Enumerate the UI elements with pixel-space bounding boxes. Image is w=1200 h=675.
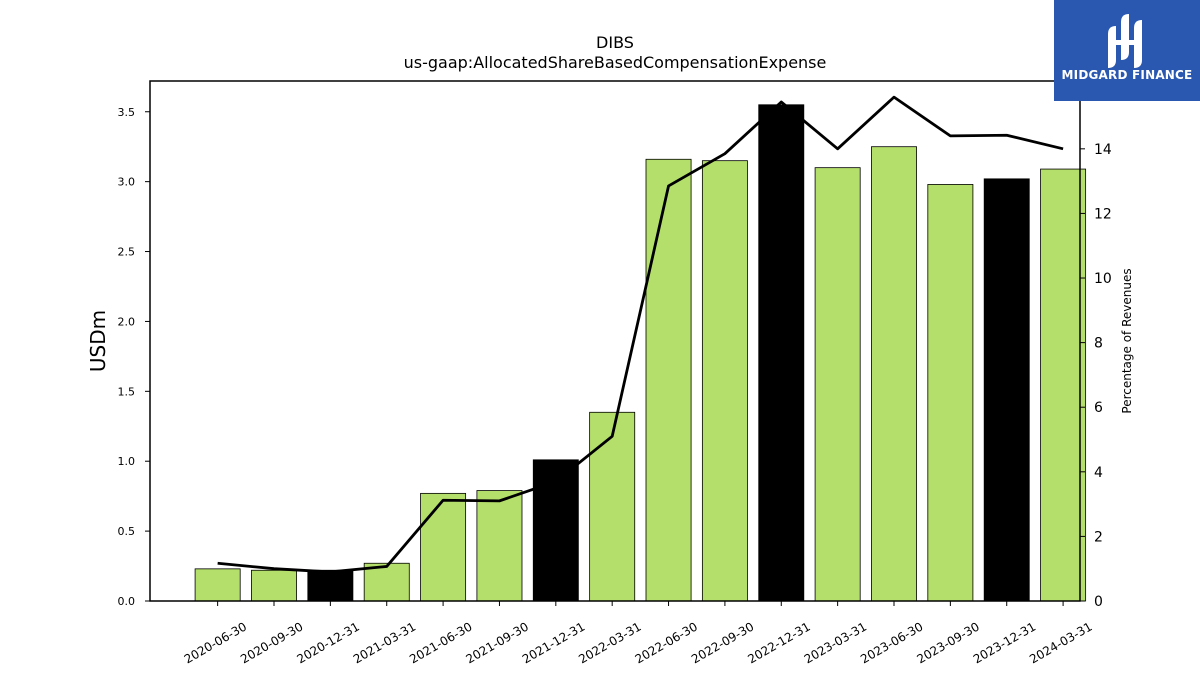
x-tick-label: 2023-03-31	[802, 619, 869, 666]
bar-2022-06-30	[645, 158, 692, 602]
bar-2021-12-31	[532, 459, 579, 602]
y2-tick-label: 6	[1094, 400, 1103, 416]
x-tick-label: 2022-09-30	[689, 619, 756, 666]
x-tick-label: 2020-12-31	[294, 619, 361, 666]
y-tick-label: 2.0	[118, 315, 136, 328]
x-tick-label: 2023-09-30	[914, 619, 981, 666]
y2-tick-label: 14	[1094, 142, 1112, 158]
plot-area: 0.0 0.5 1.0 1.5 2.0 2.5 3.0 3.5 0 2 4 6 8 10 12 14 2020-…	[118, 80, 1112, 666]
chart-title: DIBS	[596, 33, 634, 52]
bar-2023-09-30	[927, 184, 974, 602]
y2-tick-label: 12	[1094, 206, 1112, 222]
y2-tick-label: 0	[1094, 594, 1103, 610]
y-tick-label: 0.0	[118, 595, 136, 608]
x-tick-label: 2022-06-30	[633, 619, 700, 666]
x-tick-label: 2022-03-31	[576, 619, 643, 666]
y-tick-label: 1.0	[118, 455, 136, 468]
y-axis-label: USDm	[86, 310, 110, 372]
bar-2021-09-30	[476, 490, 523, 602]
bar-2023-03-31	[814, 167, 861, 602]
plot-frame	[149, 80, 1081, 602]
bar-2020-12-31	[307, 569, 354, 602]
y-tick-label: 0.5	[118, 525, 136, 538]
bar-2022-09-30	[701, 160, 748, 602]
bar-2023-12-31	[983, 178, 1030, 602]
midgard-logo-icon	[1108, 14, 1142, 68]
x-tick-label: 2023-12-31	[971, 619, 1038, 666]
y2-tick-label: 4	[1094, 465, 1103, 481]
bar-2020-09-30	[251, 569, 297, 602]
y2-tick-label: 10	[1094, 271, 1112, 287]
x-tick-label: 2021-12-31	[520, 619, 587, 666]
y2-axis-label: Percentage of Revenues	[1120, 268, 1134, 413]
y-tick-label: 2.5	[118, 246, 136, 259]
x-tick-label: 2024-03-31	[1027, 619, 1094, 666]
bar-2021-03-31	[363, 562, 410, 602]
brand-name: MIDGARD FINANCE	[1061, 68, 1193, 82]
y2-tick-label: 2	[1094, 529, 1103, 545]
bar-2023-06-30	[871, 146, 917, 602]
chart-subtitle: us-gaap:AllocatedShareBasedCompensationE…	[404, 53, 827, 72]
bar-2022-12-31	[758, 104, 805, 602]
x-tick-label: 2023-06-30	[858, 619, 925, 666]
bar-2024-03-31	[1040, 168, 1087, 602]
pct-revenue-line	[217, 95, 1064, 574]
x-tick-label: 2020-06-30	[182, 619, 249, 666]
bar-2020-06-30	[194, 568, 241, 602]
y-tick-label: 1.5	[118, 385, 136, 398]
x-tick-label: 2021-09-30	[464, 619, 531, 666]
bar-2022-03-31	[589, 411, 636, 602]
x-tick-label: 2021-03-31	[351, 619, 418, 666]
brand-logo: MIDGARD FINANCE	[1054, 0, 1200, 101]
bar-2021-06-30	[420, 492, 467, 602]
x-tick-label: 2021-06-30	[407, 619, 474, 666]
y-tick-label: 3.0	[118, 176, 136, 189]
x-tick-label: 2020-09-30	[238, 619, 305, 666]
y2-tick-label: 8	[1094, 336, 1103, 352]
y-tick-label: 3.5	[118, 106, 136, 119]
x-tick-label: 2022-12-31	[745, 619, 812, 666]
